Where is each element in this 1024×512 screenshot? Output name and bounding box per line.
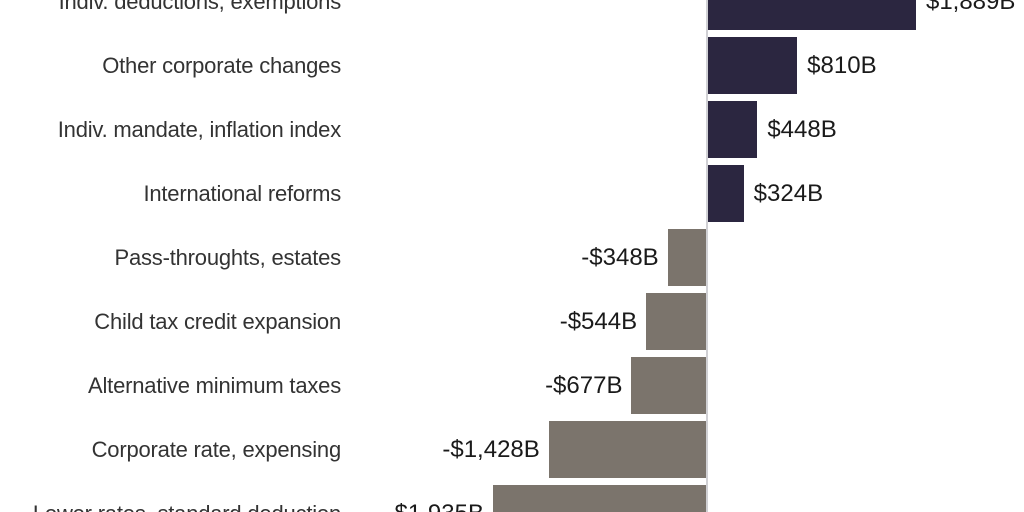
- bar-negative: [492, 485, 706, 512]
- bar-row: Pass-throughts, estates -$348B: [0, 226, 1024, 290]
- value-label: -$1,428B: [442, 436, 540, 463]
- bar-row: Lower rates, standard deduction -$1,935B: [0, 482, 1024, 512]
- bar-positive: [708, 165, 744, 222]
- bar-row: Indiv. deductions, exemptions $1,889B: [0, 0, 1024, 34]
- bar-negative: [667, 229, 706, 286]
- category-label: Child tax credit expansion: [94, 309, 341, 334]
- category-label: International reforms: [143, 181, 341, 206]
- value-label: $1,889B: [925, 0, 1016, 15]
- value-label: $810B: [807, 52, 877, 79]
- bar-row: International reforms $324B: [0, 162, 1024, 226]
- value-label: $324B: [753, 180, 824, 207]
- bar-negative: [646, 293, 706, 350]
- value-label: -$677B: [545, 372, 623, 399]
- value-label: -$348B: [581, 244, 659, 271]
- category-label: Alternative minimum taxes: [88, 373, 341, 398]
- bar-row: Corporate rate, expensing -$1,428B: [0, 418, 1024, 482]
- value-label: -$544B: [559, 308, 638, 335]
- category-label: Lower rates, standard deduction: [0, 482, 341, 512]
- bar-positive: [708, 101, 758, 158]
- bar-negative: [631, 357, 706, 414]
- category-label: Indiv. mandate, inflation index: [57, 117, 341, 142]
- value-label: $448B: [767, 116, 837, 143]
- bar-row: Indiv. mandate, inflation index $448B: [0, 98, 1024, 162]
- bar-row: Alternative minimum taxes -$677B: [0, 354, 1024, 418]
- category-label: Indiv. deductions, exemptions: [58, 0, 342, 14]
- category-label: Pass-throughts, estates: [114, 245, 341, 270]
- zero-baseline: [706, 0, 708, 512]
- bar-positive: [708, 37, 798, 94]
- bar-row: Other corporate changes $810B: [0, 34, 1024, 98]
- category-label: Corporate rate, expensing: [91, 437, 342, 462]
- value-label: -$1,935B: [387, 482, 484, 512]
- bar-negative: [548, 421, 706, 478]
- bar-positive: [708, 0, 916, 30]
- category-label: Other corporate changes: [102, 53, 341, 78]
- bar-row: Child tax credit expansion -$544B: [0, 290, 1024, 354]
